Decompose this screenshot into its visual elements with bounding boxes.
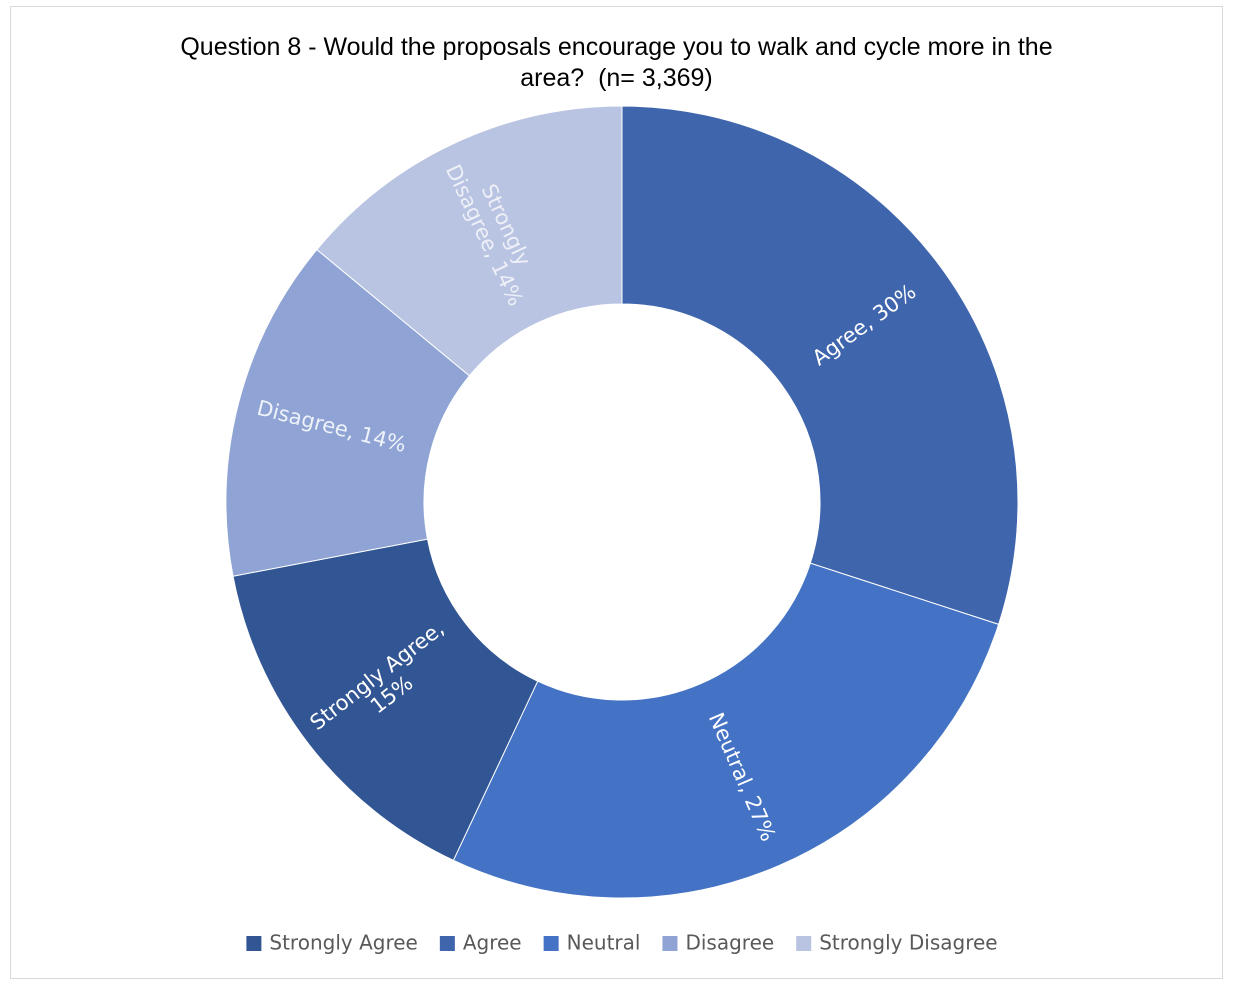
legend-swatch (662, 936, 678, 951)
legend-item-disagree: Disagree (662, 931, 774, 955)
slice-disagree (225, 248, 471, 577)
slice-strongly-agree (232, 538, 539, 861)
legend-label: Strongly Disagree (819, 931, 997, 955)
legend-item-strongly-disagree: Strongly Disagree (796, 931, 998, 955)
legend-item-agree: Agree (439, 931, 522, 955)
legend-label: Disagree (685, 931, 774, 955)
chart-title-line-2: area? (n= 3,369) (520, 64, 713, 92)
legend-label: Agree (463, 931, 522, 955)
legend-item-neutral: Neutral (543, 931, 641, 955)
legend-label: Strongly Agree (269, 931, 417, 955)
legend-swatch (439, 936, 455, 951)
legend-swatch (543, 936, 559, 951)
chart-title-line-1: Question 8 - Would the proposals encoura… (180, 33, 1053, 61)
slice-agree (621, 105, 1019, 626)
slice-neutral (452, 562, 1000, 899)
legend: Strongly Agree Agree Neutral Disagree Strong… (246, 931, 998, 955)
legend-item-strongly-agree: Strongly Agree (246, 931, 418, 955)
slice-strongly-disagree (316, 105, 623, 377)
chart-title: Question 8 - Would the proposals encoura… (0, 32, 1233, 94)
legend-label: Neutral (567, 931, 641, 955)
legend-swatch (246, 936, 262, 951)
legend-swatch (796, 936, 812, 951)
